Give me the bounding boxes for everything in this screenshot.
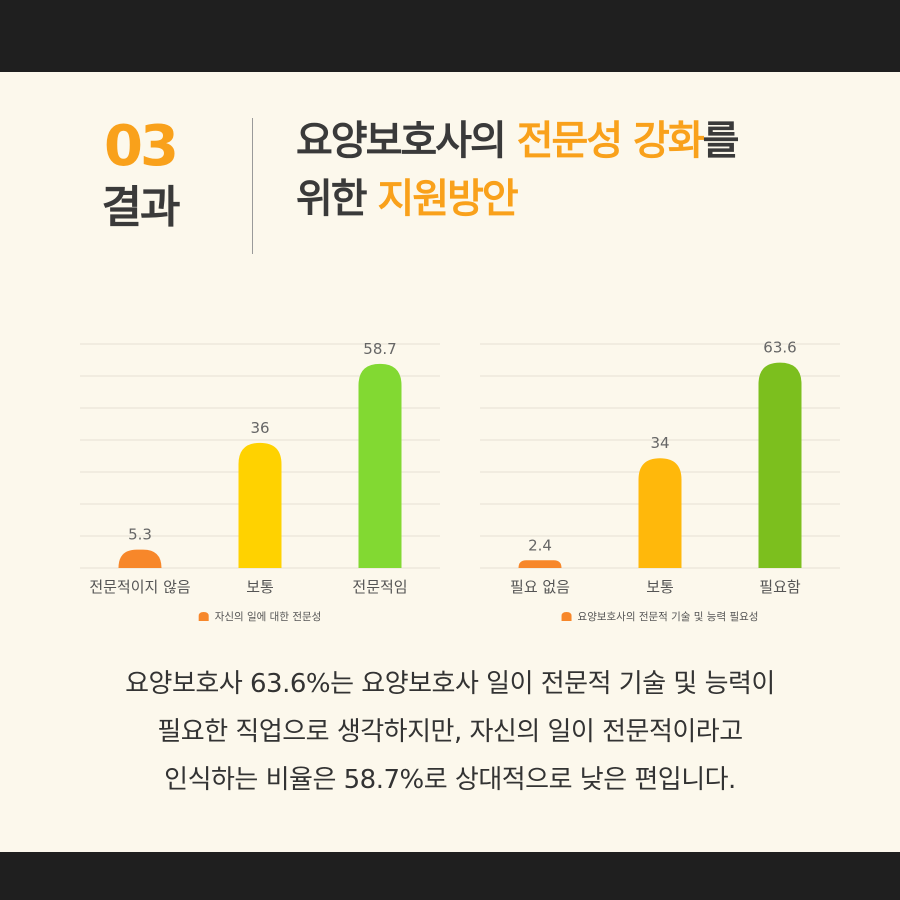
- bar-3: [358, 363, 402, 568]
- title-highlight: 지원방안: [377, 176, 519, 222]
- category-label: 보통: [646, 578, 674, 596]
- legend: 요양보호사의 전문적 기술 및 능력 필요성: [561, 611, 759, 623]
- title-text: 위한: [296, 176, 378, 222]
- legend-label: 요양보호사의 전문적 기술 및 능력 필요성: [578, 611, 759, 623]
- category-label: 필요 없음: [510, 578, 570, 596]
- title-text: 를: [702, 118, 740, 164]
- bar-1: [118, 549, 162, 568]
- title-text: 요양보호사의: [296, 118, 517, 164]
- header-divider: [252, 118, 253, 254]
- summary-line-1: 요양보호사 63.6%는 요양보호사 일이 전문적 기술 및 능력이: [125, 669, 775, 699]
- category-label: 필요함: [759, 578, 801, 596]
- legend-swatch: [198, 612, 209, 621]
- legend: 자신의 일에 대한 전문성: [198, 610, 322, 623]
- data-label: 2.4: [528, 536, 552, 554]
- title-highlight: 전문성 강화: [516, 118, 705, 164]
- data-label: 36: [250, 419, 269, 437]
- category-label: 전문적임: [352, 578, 407, 596]
- bar-1: [518, 560, 562, 568]
- summary-line-2: 필요한 직업으로 생각하지만, 자신의 일이 전문적이라고: [157, 717, 743, 747]
- bar-2: [638, 458, 682, 568]
- category-label: 전문적이지 않음: [89, 578, 190, 596]
- data-label: 5.3: [128, 526, 152, 544]
- data-label: 63.6: [763, 339, 796, 357]
- page-title: 요양보호사의 전문성 강화를 위한 지원방안: [296, 112, 856, 228]
- category-label: 보통: [246, 578, 274, 596]
- legend-label: 자신의 일에 대한 전문성: [215, 610, 322, 623]
- summary-line-3: 인식하는 비율은 58.7%로 상대적으로 낮은 편입니다.: [164, 765, 736, 795]
- summary-text: 요양보호사 63.6%는 요양보호사 일이 전문적 기술 및 능력이 필요한 직…: [40, 660, 860, 804]
- data-label: 58.7: [363, 340, 396, 358]
- data-label: 34: [650, 434, 669, 452]
- section-label: 결과: [101, 182, 181, 233]
- title-line-2: 위한 지원방안: [296, 170, 856, 228]
- title-line-1: 요양보호사의 전문성 강화를: [296, 112, 856, 170]
- bar-3: [758, 362, 802, 568]
- top-bar: [0, 0, 900, 72]
- bar-2: [238, 442, 282, 568]
- legend-swatch: [561, 612, 572, 621]
- bottom-bar: [0, 852, 900, 900]
- section-number: 03: [104, 114, 179, 179]
